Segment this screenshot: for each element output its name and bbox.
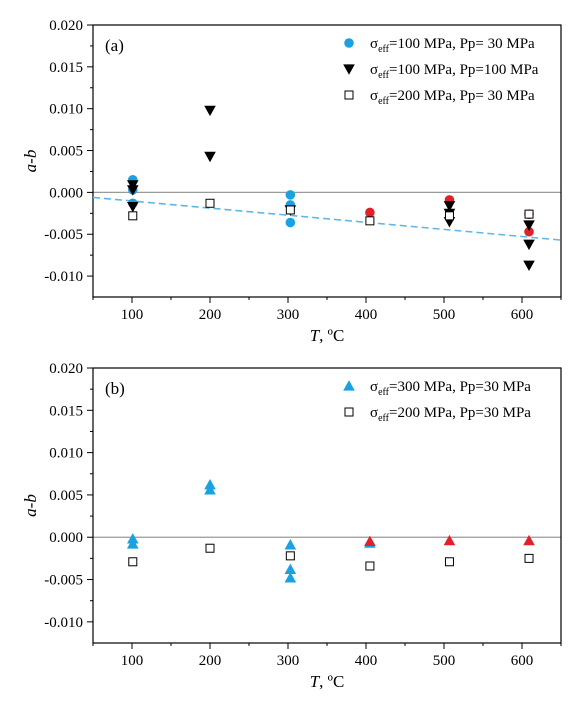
y-tick-label: -0.010	[44, 269, 83, 285]
data-point	[128, 557, 138, 567]
y-tick-label: -0.005	[44, 573, 83, 589]
x-tick-label: 200	[199, 653, 222, 669]
legend-text: =200 MPa, Pp= 30 MPa	[389, 88, 535, 104]
x-tick-label: 600	[511, 307, 534, 323]
legend-subscript: eff	[378, 70, 390, 81]
data-point	[205, 543, 215, 553]
data-point	[204, 151, 216, 163]
data-point	[204, 484, 216, 495]
x-tick-label: 500	[433, 307, 456, 323]
legend-sigma: σ	[370, 36, 378, 52]
x-axis-label-unit: , ºC	[319, 672, 344, 691]
legend-subscript: eff	[378, 413, 390, 424]
legend-sigma: σ	[370, 62, 378, 78]
data-point	[285, 551, 295, 561]
legend-text: =200 MPa, Pp=30 MPa	[389, 405, 531, 421]
y-tick-label: 0.005	[49, 144, 83, 160]
data-point	[524, 553, 534, 563]
data-point	[285, 217, 296, 228]
legend-label: σeff=100 MPa, Pp= 30 MPa	[370, 36, 535, 55]
legend-text: =100 MPa, Pp=100 MPa	[389, 62, 539, 78]
data-point	[444, 211, 454, 221]
legend-label: σeff=300 MPa, Pp=30 MPa	[370, 379, 531, 398]
legend-label: σeff=100 MPa, Pp=100 MPa	[370, 62, 539, 81]
legend-sigma: σ	[370, 88, 378, 104]
legend-text: =100 MPa, Pp= 30 MPa	[389, 36, 535, 52]
legend-marker	[344, 407, 354, 417]
panel-b: -0.010 -0.005 0.000 0.005 0.010 0.015 0.020 100…	[21, 361, 562, 691]
y-tick-label: -0.005	[44, 227, 83, 243]
x-tick-label: 100	[121, 653, 144, 669]
data-point	[365, 216, 375, 226]
x-tick-label: 600	[511, 653, 534, 669]
y-tick-label: 0.020	[49, 18, 83, 34]
y-axis-label: a-b	[21, 150, 40, 173]
data-point	[126, 538, 139, 549]
trend-line	[92, 196, 562, 241]
x-axis-label-unit: , ºC	[319, 326, 344, 345]
y-axis-label: a-b	[21, 494, 40, 517]
panel-label: (b)	[105, 379, 125, 398]
legend-label: σeff=200 MPa, Pp=30 MPa	[370, 405, 531, 424]
x-axis-label-var: T	[310, 672, 321, 691]
x-tick-label: 100	[121, 307, 144, 323]
data-point	[443, 201, 456, 212]
legend-sigma: σ	[370, 379, 378, 395]
y-tick-label: 0.015	[49, 60, 83, 76]
data-point	[523, 260, 535, 271]
data-point	[126, 185, 139, 196]
data-point	[524, 209, 534, 219]
legend-subscript: eff	[378, 387, 390, 398]
y-tick-label: 0.005	[49, 488, 83, 504]
x-axis-label-var: T	[310, 326, 321, 345]
data-point	[284, 563, 297, 574]
legend-text: =300 MPa, Pp=30 MPa	[389, 379, 531, 395]
x-axis-label: T, ºC	[310, 672, 345, 691]
x-tick-label: 500	[433, 653, 456, 669]
y-tick-label: -0.010	[44, 615, 83, 631]
y-tick-label: 0.010	[49, 446, 83, 462]
legend-subscript: eff	[378, 44, 390, 55]
data-point	[285, 190, 296, 200]
y-tick-label: 0.000	[49, 185, 83, 201]
data-point	[365, 207, 375, 218]
data-point	[523, 239, 535, 251]
legend-marker	[344, 90, 354, 100]
x-tick-label: 400	[355, 653, 378, 669]
legend-sigma: σ	[370, 405, 378, 421]
y-tick-label: 0.020	[49, 361, 83, 377]
data-point	[204, 105, 216, 117]
y-tick-label: 0.010	[49, 102, 83, 118]
data-point	[443, 534, 456, 546]
x-tick-label: 400	[355, 307, 378, 323]
x-axis-label: T, ºC	[310, 326, 345, 345]
data-point	[364, 535, 376, 547]
data-point	[444, 557, 454, 567]
legend-label: σeff=200 MPa, Pp= 30 MPa	[370, 88, 535, 107]
x-tick-label: 200	[199, 307, 222, 323]
x-tick-label: 300	[277, 653, 300, 669]
data-point	[524, 226, 534, 237]
panel-label: (a)	[105, 36, 124, 55]
legend-marker	[343, 380, 355, 391]
data-point	[128, 211, 138, 221]
data-point	[284, 539, 297, 550]
y-tick-label: 0.000	[49, 530, 83, 546]
data-point	[523, 220, 535, 231]
data-point	[205, 198, 215, 208]
legend-subscript: eff	[378, 96, 390, 107]
x-tick-label: 300	[277, 307, 300, 323]
data-point	[126, 202, 139, 213]
legend-marker	[343, 64, 355, 75]
data-point	[523, 534, 535, 546]
y-tick-label: 0.015	[49, 403, 83, 419]
panel-a: -0.010 -0.005 0.000 0.005 0.010 0.015 0.020 100…	[21, 18, 562, 345]
data-point	[365, 561, 375, 571]
legend-marker	[344, 38, 354, 48]
data-point	[284, 572, 297, 583]
data-point	[285, 205, 295, 215]
